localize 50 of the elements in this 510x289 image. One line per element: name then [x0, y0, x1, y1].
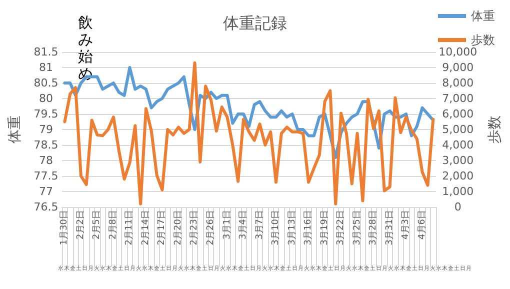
legend-label: 歩数 — [471, 33, 495, 47]
x-tick-label: 3月19日 — [320, 210, 330, 246]
y-tick-label: 80.5 — [34, 76, 58, 90]
y2-tick-label: 9,000 — [442, 61, 474, 74]
y2-tick-label: 8,000 — [442, 76, 474, 90]
x-tick-label: 3月10日 — [271, 210, 282, 246]
y2-tick-label: 4,000 — [442, 138, 474, 152]
y2-tick-label: 10,000 — [438, 46, 478, 58]
chart-title: 体重記録 — [223, 14, 287, 32]
y-tick-label: 78 — [39, 154, 53, 167]
y-tick-label: 76.5 — [34, 200, 58, 214]
x-tick-label: 4月3日 — [401, 210, 412, 240]
x-tick-label: 2月23日 — [190, 210, 200, 246]
x-tick-label: 3月4日 — [238, 210, 249, 240]
y2-tick-label: 6,000 — [442, 108, 474, 120]
y-tick-label: 81 — [39, 61, 53, 74]
y2-tick-label: 7,000 — [442, 92, 474, 105]
x-tick-label: 3月7日 — [254, 210, 265, 240]
legend-label: 体重 — [471, 9, 495, 23]
y2-tick-label: 2,000 — [442, 170, 474, 182]
x-tick-label: 3月28日 — [368, 210, 379, 246]
x-tick-label: 1月30日 — [60, 210, 70, 246]
x-tick-label: 2月2日 — [76, 210, 86, 240]
x-tick-label: 3月25日 — [352, 210, 362, 246]
x-tick-label: 2月5日 — [92, 210, 102, 240]
x-tick-label: 2月20日 — [173, 210, 184, 246]
x-tick-label: 2月14日 — [140, 210, 151, 246]
y-tick-label: 79.5 — [34, 108, 58, 120]
x-tick-label: 2月17日 — [157, 210, 168, 246]
y2-tick-label: 3,000 — [442, 154, 474, 167]
y-axis-title: 体重 — [7, 116, 23, 144]
x-tick-label: 2月11日 — [124, 210, 135, 246]
x-tick-label: 2月26日 — [206, 210, 216, 246]
x-tick-label: 3月22日 — [336, 210, 346, 246]
x-tick-label: 4月6日 — [417, 210, 428, 240]
y-tick-label: 77.5 — [34, 170, 58, 182]
y-tick-label: 79 — [39, 123, 53, 136]
y-tick-label: 77 — [39, 185, 53, 198]
y-tick-label: 81.5 — [34, 46, 58, 58]
y2-axis-title: 歩数 — [487, 116, 503, 144]
y-tick-label: 78.5 — [34, 138, 58, 152]
y2-tick-label: 5,000 — [442, 123, 474, 136]
x-tick-label: 3月13日 — [287, 210, 298, 246]
x-tick-label: 3月1日 — [222, 210, 232, 240]
y2-tick-label: 1,000 — [442, 185, 474, 198]
x-tick-label: 3月31日 — [384, 210, 395, 246]
y2-tick-label: 0 — [454, 200, 462, 214]
y-tick-label: 80 — [39, 92, 53, 105]
x-tick-label: 2月8日 — [108, 210, 118, 240]
x-tick-label: 3月16日 — [304, 210, 314, 246]
